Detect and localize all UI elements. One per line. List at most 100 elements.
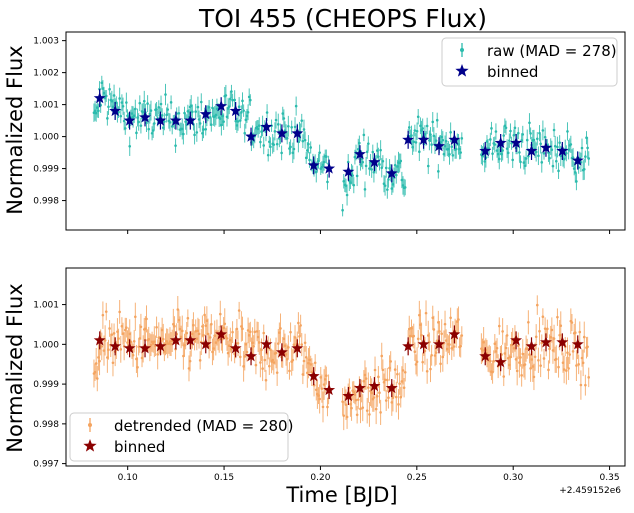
xtick-label: 0.35 <box>600 473 620 483</box>
data-point <box>384 399 388 402</box>
data-point <box>325 374 328 377</box>
binned-star <box>353 147 366 160</box>
data-point <box>556 145 559 149</box>
data-point <box>104 94 108 98</box>
data-point <box>378 391 381 395</box>
data-point <box>142 99 146 103</box>
data-point <box>321 405 325 409</box>
data-point <box>377 375 380 379</box>
data-point <box>203 313 206 317</box>
binned-star <box>184 114 197 126</box>
data-point <box>108 87 111 91</box>
data-point <box>587 376 591 379</box>
data-point <box>155 108 158 111</box>
bottom-data-layer <box>92 295 591 431</box>
ytick-label: 0.998 <box>33 197 59 207</box>
data-point <box>104 310 108 313</box>
xtick-label: 0.10 <box>118 473 138 483</box>
ytick-label: 1.001 <box>33 301 59 311</box>
data-point <box>420 333 423 337</box>
bottom-yticks: 0.997 0.998 0.999 1.000 1.001 <box>33 301 66 470</box>
binned-star <box>417 133 430 145</box>
data-point <box>582 167 586 171</box>
data-point <box>367 142 370 145</box>
binned-star <box>417 338 430 350</box>
data-point <box>434 139 438 142</box>
data-point <box>145 317 148 321</box>
data-point <box>262 331 266 335</box>
data-point <box>555 357 558 361</box>
data-point <box>394 173 398 177</box>
data-point <box>412 140 416 144</box>
binned-star <box>139 111 152 123</box>
data-point <box>274 118 278 122</box>
data-point <box>308 158 311 162</box>
binned-star <box>525 144 538 157</box>
data-point <box>173 324 176 328</box>
binned-star <box>260 338 273 350</box>
bottom-ylabel: Normalized Flux <box>3 283 27 452</box>
data-point <box>491 152 494 155</box>
data-point <box>355 413 359 417</box>
data-point <box>352 183 356 187</box>
data-point <box>489 359 492 363</box>
binned-star <box>402 340 415 352</box>
data-point <box>370 168 373 171</box>
binned-star <box>448 328 461 340</box>
binned-star <box>109 104 122 117</box>
data-point <box>313 361 317 365</box>
data-point <box>166 108 170 111</box>
data-point <box>302 128 306 131</box>
legend-point <box>460 48 464 52</box>
data-point <box>534 335 538 339</box>
data-point <box>160 114 164 117</box>
data-point <box>525 347 529 351</box>
data-point <box>210 123 213 126</box>
data-point <box>551 164 555 168</box>
data-point <box>412 334 416 338</box>
data-point <box>285 137 289 140</box>
data-point <box>538 329 541 333</box>
data-point <box>586 146 589 150</box>
data-point <box>509 129 512 133</box>
data-point <box>163 120 166 123</box>
data-point <box>567 367 570 370</box>
data-point <box>112 332 116 335</box>
data-point <box>358 141 361 145</box>
top-legend-raw-label: raw (MAD = 278) <box>487 42 617 60</box>
binned-star <box>402 133 415 145</box>
data-point <box>552 337 556 340</box>
binned-star <box>353 381 366 394</box>
binned-star <box>342 389 355 402</box>
data-point <box>254 363 258 367</box>
data-point <box>237 309 241 312</box>
ytick-label: 0.998 <box>33 420 59 430</box>
data-point <box>523 363 527 366</box>
data-point <box>293 125 297 129</box>
data-point <box>429 133 432 136</box>
data-point <box>363 188 367 191</box>
data-point <box>202 128 205 131</box>
binned-star <box>199 107 212 120</box>
data-point <box>365 150 369 154</box>
data-point <box>297 321 300 325</box>
data-point <box>318 151 321 154</box>
data-point <box>565 151 568 155</box>
data-point <box>504 346 508 350</box>
data-point <box>582 335 586 339</box>
binned-star <box>154 340 167 352</box>
data-point <box>441 355 445 359</box>
data-point <box>565 369 568 372</box>
data-point <box>454 147 458 151</box>
data-point <box>303 138 307 142</box>
data-point <box>519 160 522 164</box>
data-point <box>274 351 278 355</box>
data-point <box>584 155 587 158</box>
binned-stars-group <box>93 325 584 406</box>
data-point <box>367 386 370 389</box>
data-point <box>261 367 264 370</box>
data-point <box>579 383 583 387</box>
top-ylabel: Normalized Flux <box>3 45 27 214</box>
data-point <box>384 166 388 170</box>
data-point <box>550 328 554 332</box>
